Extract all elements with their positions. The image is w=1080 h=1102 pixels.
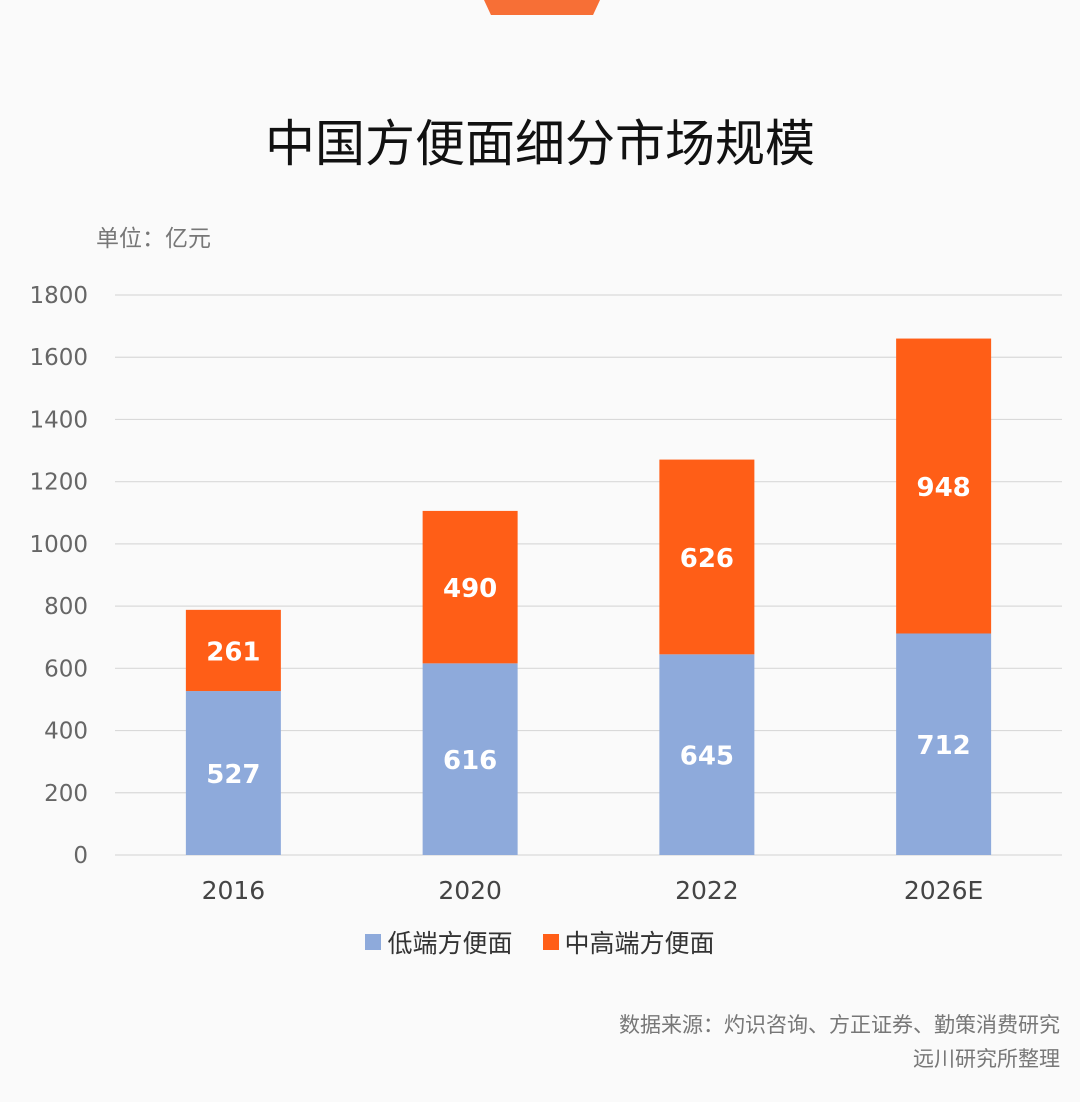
x-tick-label: 2026E xyxy=(904,876,983,905)
y-tick-label: 1600 xyxy=(29,345,88,371)
data-label: 645 xyxy=(680,742,734,772)
legend-item-low-end: 低端方便面 xyxy=(365,924,513,960)
source-line-2: 远川研究所整理 xyxy=(913,1047,1060,1071)
bar-segment xyxy=(659,459,755,655)
bar-segment xyxy=(422,663,518,855)
y-tick-label: 600 xyxy=(44,656,88,682)
data-label: 948 xyxy=(916,473,970,503)
data-label: 712 xyxy=(916,731,970,761)
y-tick-label: 1400 xyxy=(29,407,88,433)
bar-segment xyxy=(185,691,281,855)
data-label: 626 xyxy=(680,544,734,574)
legend-label-low-end: 低端方便面 xyxy=(387,929,513,958)
unit-label: 单位：亿元 xyxy=(96,226,211,252)
bar-segment xyxy=(422,510,518,664)
bar-segment xyxy=(896,633,992,855)
y-tick-label: 1800 xyxy=(29,283,88,309)
top-accent-tab xyxy=(484,0,600,15)
x-tick-label: 2016 xyxy=(202,876,266,905)
source-note: 数据来源：灼识咨询、方正证券、勤策消费研究 远川研究所整理 xyxy=(619,1008,1060,1076)
x-tick-label: 2020 xyxy=(438,876,502,905)
bar-segment xyxy=(896,338,992,634)
legend-label-mid-high-end: 中高端方便面 xyxy=(564,929,715,958)
y-tick-label: 800 xyxy=(44,594,88,620)
y-tick-label: 1000 xyxy=(29,532,88,558)
legend: 低端方便面 中高端方便面 xyxy=(0,924,1080,960)
legend-item-mid-high-end: 中高端方便面 xyxy=(542,924,715,960)
y-tick-label: 1200 xyxy=(29,470,88,496)
data-label: 616 xyxy=(443,746,497,776)
source-line-1: 数据来源：灼识咨询、方正证券、勤策消费研究 xyxy=(619,1013,1060,1037)
bar-segment xyxy=(185,609,281,692)
legend-swatch-mid-high-end xyxy=(542,934,559,950)
x-tick-label: 2022 xyxy=(675,876,739,905)
y-tick-label: 400 xyxy=(44,719,88,745)
data-label: 527 xyxy=(206,760,260,790)
data-label: 261 xyxy=(206,637,260,667)
y-tick-label: 200 xyxy=(44,781,88,807)
chart-title: 中国方便面细分市场规模 xyxy=(265,115,815,173)
y-tick-label: 0 xyxy=(73,843,88,869)
legend-swatch-low-end xyxy=(365,934,382,950)
data-label: 490 xyxy=(443,574,497,604)
bar-segment xyxy=(659,654,755,855)
